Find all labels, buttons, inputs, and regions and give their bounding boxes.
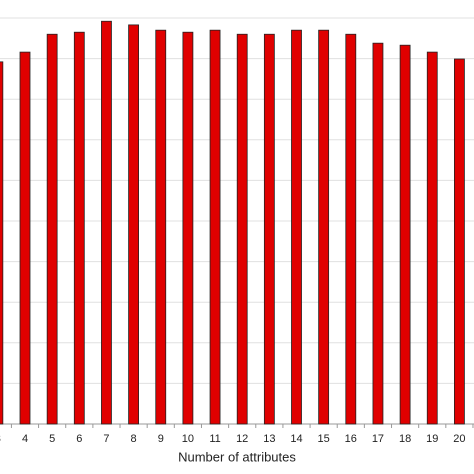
x-tick-label: 12	[236, 433, 248, 445]
bar	[155, 29, 167, 425]
x-tick-label: 16	[345, 433, 357, 445]
x-tick-label: 11	[209, 433, 220, 445]
bar	[426, 51, 438, 425]
bar	[263, 33, 275, 425]
x-tick-label: 19	[426, 433, 438, 445]
bar	[345, 33, 357, 425]
x-tick-label: 20	[453, 433, 465, 445]
bar	[236, 33, 248, 425]
x-tick-label: 14	[290, 433, 302, 445]
x-tick-label: 6	[76, 433, 82, 445]
x-tick-label: 10	[182, 433, 194, 445]
x-tick-label: 5	[49, 433, 55, 445]
bar	[128, 24, 140, 425]
x-tick-label: 4	[22, 433, 28, 445]
x-tick-label: 13	[263, 433, 275, 445]
bar	[46, 33, 58, 425]
bar	[73, 31, 85, 425]
bar	[291, 29, 302, 425]
x-tick-label: 18	[399, 433, 411, 445]
x-axis-title: Number of attributes	[178, 449, 296, 464]
x-tick-label: 9	[158, 433, 164, 445]
bar	[318, 29, 330, 425]
x-tick-label: 8	[131, 433, 137, 445]
bar	[399, 44, 411, 425]
bar	[0, 61, 4, 425]
bar	[453, 58, 465, 425]
x-tick-label: 7	[103, 433, 109, 445]
x-tick-label: 15	[318, 433, 330, 445]
bar	[101, 20, 112, 425]
bar	[372, 42, 384, 425]
bar	[209, 29, 221, 425]
bar	[19, 51, 31, 425]
bar	[182, 31, 194, 425]
x-tick-label: 17	[372, 433, 384, 445]
x-tick-label: 3	[0, 433, 1, 445]
